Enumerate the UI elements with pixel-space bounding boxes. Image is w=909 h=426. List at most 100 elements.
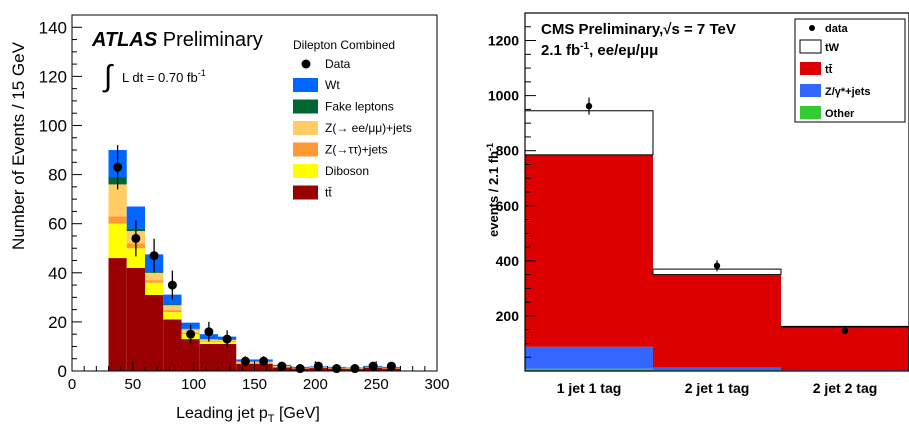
cms-bar-0-0 — [525, 368, 653, 371]
cms-y-tick-label-0: 200 — [496, 308, 520, 324]
atlas-y-tick-label-0: 0 — [58, 362, 67, 381]
atlas-data-points — [113, 145, 396, 374]
cms-y-axis-label: events / 2.1 fb-1 — [485, 143, 501, 237]
cms-bar-2-1 — [653, 274, 781, 368]
cms-legend-swatch-3 — [800, 106, 821, 119]
atlas-bar-3-3 — [163, 305, 182, 311]
atlas-data-point-3 — [167, 280, 177, 290]
cms-legend-swatch-2 — [800, 84, 821, 97]
atlas-bar-0-3 — [163, 319, 182, 371]
atlas-legend-label-5: tt̄ — [325, 186, 332, 200]
cms-category-label-0: 1 jet 1 tag — [557, 380, 622, 396]
atlas-x-tick-label-4: 200 — [303, 376, 328, 393]
cms-bar-1-1 — [653, 367, 781, 371]
atlas-bar-1-3 — [163, 312, 182, 320]
atlas-bar-0-7 — [236, 363, 255, 371]
atlas-data-point-0 — [113, 162, 123, 172]
atlas-x-axis-label: Leading jet pT [GeV] — [176, 405, 320, 425]
atlas-bar-2-2 — [145, 280, 164, 283]
atlas-legend-swatch-2 — [293, 121, 318, 135]
cms-legend-label-1: tt̄ — [825, 64, 833, 76]
cms-legend-marker-data — [809, 25, 815, 31]
cms-legend-label-data: data — [825, 23, 849, 35]
cms-data-point-1 — [713, 262, 721, 270]
atlas-legend: Data Wt Fake leptons Z(→ ee/μμ)+jets Z(→ττ)+… — [293, 57, 412, 200]
atlas-bar-5-1 — [126, 206, 145, 229]
cms-y-tick-label-5: 1200 — [488, 33, 519, 49]
atlas-legend-swatch-0 — [293, 78, 318, 92]
atlas-chart: 0 50 100 150 200 250 300 0 20 40 60 80 100 120 140 Le… — [9, 14, 450, 425]
atlas-data-point-8 — [259, 356, 269, 366]
atlas-legend-label-2: Z(→ ee/μμ)+jets — [325, 121, 412, 135]
cms-bar-1-0 — [525, 346, 653, 369]
atlas-x-tick-label-1: 50 — [124, 376, 141, 393]
atlas-bar-2-5 — [199, 341, 218, 343]
cms-category-label-1: 2 jet 1 tag — [685, 380, 750, 396]
atlas-x-tick-label-6: 300 — [424, 376, 449, 393]
atlas-bar-3-2 — [145, 272, 164, 281]
atlas-legend-label-1: Fake leptons — [325, 100, 394, 114]
atlas-legend-swatch-5 — [293, 185, 318, 200]
cms-chart: 200 400 600 800 1000 1200 1 jet 1 tag 2 jet 1 … — [485, 12, 909, 396]
atlas-bar-0-5 — [199, 343, 218, 371]
atlas-bar-0-8 — [254, 363, 273, 371]
cms-data-point-2 — [841, 327, 849, 334]
atlas-bar-1-1 — [126, 248, 145, 268]
cms-y-ticks: 200 400 600 800 1000 1200 — [488, 26, 536, 358]
atlas-data-point-7 — [240, 356, 250, 366]
integral-symbol: ∫ — [102, 60, 114, 93]
atlas-data-point-14 — [368, 361, 378, 371]
atlas-data-point-15 — [386, 361, 396, 371]
atlas-legend-label-0: Wt — [325, 78, 340, 92]
atlas-data-point-2 — [149, 251, 159, 261]
cms-y-tick-label-3: 800 — [496, 143, 520, 159]
atlas-bar-0-2 — [145, 294, 164, 371]
atlas-data-point-4 — [186, 329, 196, 339]
atlas-x-ticks: 0 50 100 150 200 250 300 — [68, 361, 450, 393]
cms-legend-swatch-1 — [800, 62, 821, 75]
cms-stack-bars — [524, 110, 909, 371]
cms-category-labels: 1 jet 1 tag 2 jet 1 tag 2 jet 2 tag — [557, 380, 878, 396]
cms-bar-2-0 — [525, 154, 653, 347]
cms-legend-label-3: Other — [825, 108, 855, 120]
atlas-x-tick-label-2: 100 — [181, 376, 206, 393]
atlas-data-point-5 — [204, 327, 214, 337]
cms-category-label-2: 2 jet 2 tag — [813, 380, 878, 396]
atlas-y-tick-label-2: 40 — [48, 264, 67, 283]
atlas-y-tick-label-4: 80 — [48, 166, 67, 185]
cms-bar-2-2 — [781, 326, 909, 371]
atlas-bar-0-1 — [126, 267, 145, 371]
atlas-bar-2-0 — [108, 216, 127, 224]
atlas-y-axis-label: Number of Events / 15 GeV — [9, 41, 28, 250]
atlas-y-ticks: 0 20 40 60 80 100 120 140 — [39, 14, 82, 381]
atlas-legend-marker-data — [301, 59, 311, 69]
cms-legend-swatch-0 — [799, 39, 822, 54]
atlas-y-tick-label-6: 120 — [39, 67, 67, 86]
cms-y-tick-label-2: 600 — [496, 198, 520, 214]
atlas-brand: ATLAS Preliminary — [91, 29, 263, 51]
atlas-legend-swatch-4 — [293, 164, 318, 178]
cms-legend-label-2: Z/γ*+jets — [825, 86, 871, 98]
atlas-data-point-11 — [313, 361, 323, 371]
atlas-luminosity: L dt = 0.70 fb-1 — [122, 68, 206, 85]
atlas-bar-1-2 — [145, 282, 164, 295]
atlas-data-point-6 — [222, 334, 232, 344]
atlas-bar-3-0 — [108, 184, 127, 217]
atlas-y-tick-label-1: 20 — [48, 313, 67, 332]
atlas-y-tick-label-7: 140 — [39, 18, 67, 37]
atlas-stack-bars — [108, 150, 401, 371]
atlas-x-tick-label-0: 0 — [68, 376, 76, 393]
cms-bar-3-0 — [524, 110, 654, 156]
atlas-x-tick-label-5: 250 — [364, 376, 389, 393]
cms-data-point-0 — [585, 102, 593, 110]
cms-bar-3-2 — [780, 325, 909, 328]
cms-legend: data tW tt̄ Z/γ*+jets Other — [799, 23, 871, 120]
atlas-legend-label-data: Data — [325, 57, 351, 71]
atlas-bar-0-4 — [181, 339, 200, 371]
atlas-bar-4-3 — [163, 304, 182, 306]
atlas-legend-swatch-3 — [293, 142, 318, 157]
atlas-bar-2-3 — [163, 310, 182, 313]
atlas-bar-1-5 — [199, 342, 218, 344]
cms-y-tick-label-1: 400 — [496, 253, 520, 269]
